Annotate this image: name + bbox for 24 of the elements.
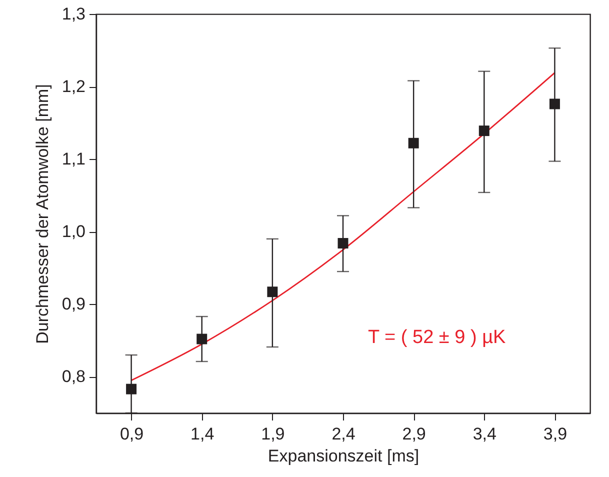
point — [549, 98, 560, 110]
point — [196, 334, 208, 344]
point — [126, 384, 137, 394]
x-tick-label: 0,9 — [120, 424, 144, 444]
y-tick-label: 1,0 — [62, 222, 86, 242]
annotation: T = ( 52 ± 9 ) µK — [368, 327, 506, 348]
x-axis-title: Expansionszeit [ms] — [268, 446, 420, 466]
point — [267, 286, 278, 298]
y-tick-label: 1,3 — [62, 4, 86, 24]
x-tick-label: 3,9 — [543, 424, 568, 444]
y-tick-label: 1,1 — [62, 150, 86, 169]
line-series — [130, 72, 556, 382]
x-tick-label: 2,9 — [402, 424, 426, 444]
point — [478, 126, 490, 136]
x-tick-label: 2,4 — [332, 424, 356, 444]
y-tick-label: 1,2 — [62, 77, 86, 96]
point — [338, 238, 348, 248]
x-tick-label: 3,4 — [472, 424, 496, 444]
x-tick-label: 1,4 — [190, 424, 214, 444]
y-axis-title: Durchmesser der Atomwolke [mm] — [32, 84, 52, 344]
point — [408, 138, 419, 148]
y-tick-label: 0,8 — [62, 367, 86, 386]
y-tick-label: 0,9 — [62, 294, 86, 314]
x-tick-label: 1,9 — [261, 424, 285, 444]
